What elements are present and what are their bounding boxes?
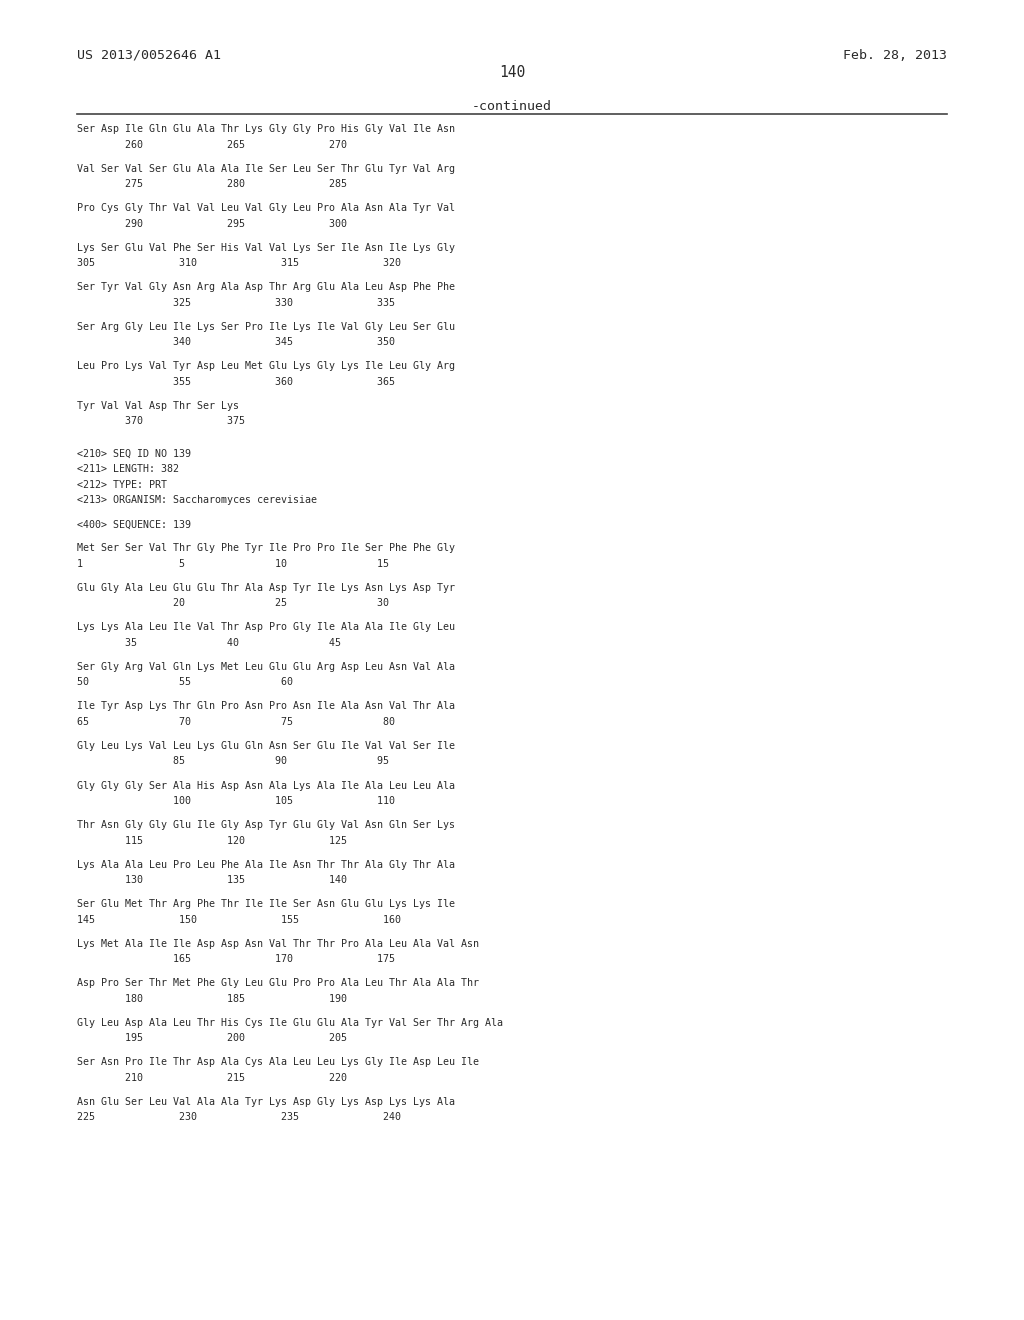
Text: -continued: -continued: [472, 100, 552, 114]
Text: 140: 140: [499, 65, 525, 79]
Text: 35               40               45: 35 40 45: [77, 638, 341, 648]
Text: 225              230              235              240: 225 230 235 240: [77, 1113, 400, 1122]
Text: Lys Met Ala Ile Ile Asp Asp Asn Val Thr Thr Pro Ala Leu Ala Val Asn: Lys Met Ala Ile Ile Asp Asp Asn Val Thr …: [77, 939, 479, 949]
Text: Leu Pro Lys Val Tyr Asp Leu Met Glu Lys Gly Lys Ile Leu Gly Arg: Leu Pro Lys Val Tyr Asp Leu Met Glu Lys …: [77, 362, 455, 371]
Text: 275              280              285: 275 280 285: [77, 180, 347, 189]
Text: Asp Pro Ser Thr Met Phe Gly Leu Glu Pro Pro Ala Leu Thr Ala Ala Thr: Asp Pro Ser Thr Met Phe Gly Leu Glu Pro …: [77, 978, 479, 989]
Text: Met Ser Ser Val Thr Gly Phe Tyr Ile Pro Pro Ile Ser Phe Phe Gly: Met Ser Ser Val Thr Gly Phe Tyr Ile Pro …: [77, 544, 455, 553]
Text: Pro Cys Gly Thr Val Val Leu Val Gly Leu Pro Ala Asn Ala Tyr Val: Pro Cys Gly Thr Val Val Leu Val Gly Leu …: [77, 203, 455, 213]
Text: <400> SEQUENCE: 139: <400> SEQUENCE: 139: [77, 519, 190, 529]
Text: Ser Gly Arg Val Gln Lys Met Leu Glu Glu Arg Asp Leu Asn Val Ala: Ser Gly Arg Val Gln Lys Met Leu Glu Glu …: [77, 661, 455, 672]
Text: 355              360              365: 355 360 365: [77, 376, 395, 387]
Text: Lys Ala Ala Leu Pro Leu Phe Ala Ile Asn Thr Thr Ala Gly Thr Ala: Lys Ala Ala Leu Pro Leu Phe Ala Ile Asn …: [77, 859, 455, 870]
Text: 340              345              350: 340 345 350: [77, 337, 395, 347]
Text: Gly Leu Lys Val Leu Lys Glu Gln Asn Ser Glu Ile Val Val Ser Ile: Gly Leu Lys Val Leu Lys Glu Gln Asn Ser …: [77, 741, 455, 751]
Text: 100              105              110: 100 105 110: [77, 796, 395, 807]
Text: Thr Asn Gly Gly Glu Ile Gly Asp Tyr Glu Gly Val Asn Gln Ser Lys: Thr Asn Gly Gly Glu Ile Gly Asp Tyr Glu …: [77, 820, 455, 830]
Text: Gly Leu Asp Ala Leu Thr His Cys Ile Glu Glu Ala Tyr Val Ser Thr Arg Ala: Gly Leu Asp Ala Leu Thr His Cys Ile Glu …: [77, 1018, 503, 1028]
Text: <212> TYPE: PRT: <212> TYPE: PRT: [77, 479, 167, 490]
Text: Gly Gly Gly Ser Ala His Asp Asn Ala Lys Ala Ile Ala Leu Leu Ala: Gly Gly Gly Ser Ala His Asp Asn Ala Lys …: [77, 780, 455, 791]
Text: Ser Glu Met Thr Arg Phe Thr Ile Ile Ser Asn Glu Glu Lys Lys Ile: Ser Glu Met Thr Arg Phe Thr Ile Ile Ser …: [77, 899, 455, 909]
Text: 130              135              140: 130 135 140: [77, 875, 347, 884]
Text: 305              310              315              320: 305 310 315 320: [77, 259, 400, 268]
Text: Lys Ser Glu Val Phe Ser His Val Val Lys Ser Ile Asn Ile Lys Gly: Lys Ser Glu Val Phe Ser His Val Val Lys …: [77, 243, 455, 252]
Text: Ser Asp Ile Gln Glu Ala Thr Lys Gly Gly Pro His Gly Val Ile Asn: Ser Asp Ile Gln Glu Ala Thr Lys Gly Gly …: [77, 124, 455, 135]
Text: 1                5               10               15: 1 5 10 15: [77, 558, 389, 569]
Text: <213> ORGANISM: Saccharomyces cerevisiae: <213> ORGANISM: Saccharomyces cerevisiae: [77, 495, 316, 506]
Text: Ile Tyr Asp Lys Thr Gln Pro Asn Pro Asn Ile Ala Asn Val Thr Ala: Ile Tyr Asp Lys Thr Gln Pro Asn Pro Asn …: [77, 701, 455, 711]
Text: 195              200              205: 195 200 205: [77, 1034, 347, 1043]
Text: Val Ser Val Ser Glu Ala Ala Ile Ser Leu Ser Thr Glu Tyr Val Arg: Val Ser Val Ser Glu Ala Ala Ile Ser Leu …: [77, 164, 455, 174]
Text: Asn Glu Ser Leu Val Ala Ala Tyr Lys Asp Gly Lys Asp Lys Lys Ala: Asn Glu Ser Leu Val Ala Ala Tyr Lys Asp …: [77, 1097, 455, 1106]
Text: 145              150              155              160: 145 150 155 160: [77, 915, 400, 924]
Text: 20               25               30: 20 25 30: [77, 598, 389, 609]
Text: 290              295              300: 290 295 300: [77, 219, 347, 228]
Text: Tyr Val Val Asp Thr Ser Lys: Tyr Val Val Asp Thr Ser Lys: [77, 401, 239, 411]
Text: US 2013/0052646 A1: US 2013/0052646 A1: [77, 49, 221, 62]
Text: Lys Lys Ala Leu Ile Val Thr Asp Pro Gly Ile Ala Ala Ile Gly Leu: Lys Lys Ala Leu Ile Val Thr Asp Pro Gly …: [77, 623, 455, 632]
Text: Ser Asn Pro Ile Thr Asp Ala Cys Ala Leu Leu Lys Gly Ile Asp Leu Ile: Ser Asn Pro Ile Thr Asp Ala Cys Ala Leu …: [77, 1057, 479, 1067]
Text: Glu Gly Ala Leu Glu Glu Thr Ala Asp Tyr Ile Lys Asn Lys Asp Tyr: Glu Gly Ala Leu Glu Glu Thr Ala Asp Tyr …: [77, 583, 455, 593]
Text: 325              330              335: 325 330 335: [77, 298, 395, 308]
Text: 165              170              175: 165 170 175: [77, 954, 395, 964]
Text: 50               55               60: 50 55 60: [77, 677, 293, 688]
Text: 260              265              270: 260 265 270: [77, 140, 347, 149]
Text: Ser Tyr Val Gly Asn Arg Ala Asp Thr Arg Glu Ala Leu Asp Phe Phe: Ser Tyr Val Gly Asn Arg Ala Asp Thr Arg …: [77, 282, 455, 292]
Text: <210> SEQ ID NO 139: <210> SEQ ID NO 139: [77, 449, 190, 459]
Text: 210              215              220: 210 215 220: [77, 1073, 347, 1082]
Text: <211> LENGTH: 382: <211> LENGTH: 382: [77, 465, 179, 474]
Text: 180              185              190: 180 185 190: [77, 994, 347, 1003]
Text: 370              375: 370 375: [77, 416, 245, 426]
Text: 85               90               95: 85 90 95: [77, 756, 389, 767]
Text: Feb. 28, 2013: Feb. 28, 2013: [843, 49, 947, 62]
Text: 65               70               75               80: 65 70 75 80: [77, 717, 395, 727]
Text: 115              120              125: 115 120 125: [77, 836, 347, 846]
Text: Ser Arg Gly Leu Ile Lys Ser Pro Ile Lys Ile Val Gly Leu Ser Glu: Ser Arg Gly Leu Ile Lys Ser Pro Ile Lys …: [77, 322, 455, 331]
